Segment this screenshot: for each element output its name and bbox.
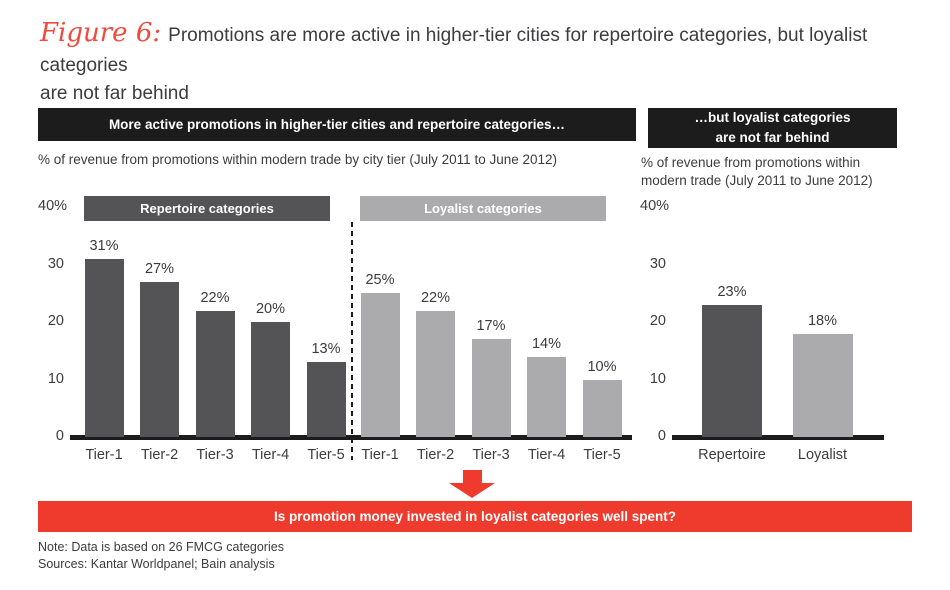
bar-tier-3 (471, 339, 511, 437)
bar-value-label: 17% (476, 318, 506, 335)
bar-repertoire (702, 304, 762, 437)
bar-tier-2 (416, 310, 455, 437)
figure-number-label: Figure 6: (40, 18, 162, 48)
y-axis-tick-label: 30 (47, 255, 64, 272)
x-axis-tick-label: Tier-5 (583, 447, 621, 463)
y-axis-tick-label: 40% (38, 198, 68, 214)
bar-value-label: 31% (89, 237, 119, 254)
loyalist-group-header: Loyalist categories (360, 196, 606, 221)
left-panel-header-text: More active promotions in higher-tier ci… (108, 116, 566, 132)
repertoire-group-header: Repertoire categories (84, 196, 330, 221)
bar-value-label: 22% (200, 289, 230, 306)
x-axis-tick-label: Tier-5 (307, 447, 345, 463)
x-axis-tick-label: Tier-4 (251, 447, 290, 463)
figure-title: Figure 6: Promotions are more active in h… (40, 18, 935, 107)
right-chart-x-axis-line (672, 435, 884, 440)
y-axis-tick-label: 0 (657, 428, 666, 444)
bar-tier-1 (84, 258, 124, 437)
bar-value-label: 13% (311, 341, 341, 358)
figure-title-line1: Promotions are more active in higher-tie… (40, 25, 868, 76)
down-arrow-icon (463, 470, 482, 484)
x-axis-tick-label: Tier-4 (527, 447, 566, 463)
y-axis-tick-label: 20 (47, 313, 64, 329)
left-chart-subtitle: % of revenue from promotions within mode… (38, 152, 558, 167)
figure-title-line2: are not far behind (40, 83, 189, 104)
left-bar-chart: Repertoire categories Loyalist categorie… (38, 196, 636, 468)
right-chart-subtitle-line2: modern trade (July 2011 to June 2012) (641, 172, 873, 188)
y-axis-tick-label: 0 (55, 428, 64, 444)
callout-banner: Is promotion money invested in loyalist … (38, 501, 912, 532)
x-axis-tick-label: Tier-3 (472, 447, 510, 463)
bar-value-label: 23% (717, 283, 747, 300)
bar-value-label: 14% (531, 335, 562, 352)
bar-tier-4 (527, 356, 566, 437)
x-axis-tick-label: Repertoire (698, 447, 766, 463)
bar-tier-5 (306, 362, 346, 437)
bar-tier-5 (582, 379, 622, 437)
bar-value-label: 22% (420, 289, 451, 306)
down-arrow-icon-head (449, 483, 495, 498)
right-panel-header-line2: are not far behind (715, 130, 830, 145)
bar-tier-1 (360, 293, 400, 437)
x-axis-tick-label: Tier-2 (140, 447, 179, 463)
x-axis-tick-label: Tier-1 (85, 447, 123, 463)
right-bar-chart: 0 10 20 30 40% 23% Repertoire 18% Loyalist (640, 196, 920, 468)
bar-tier-2 (140, 281, 179, 437)
y-axis-tick-label: 10 (649, 370, 666, 387)
y-axis-tick-label: 20 (649, 313, 666, 329)
repertoire-group-label: Repertoire categories (140, 201, 274, 216)
bar-tier-3 (195, 310, 235, 437)
footnotes: Note: Data is based on 26 FMCG categorie… (38, 539, 284, 573)
footnote-sources: Sources: Kantar Worldpanel; Bain analysi… (38, 556, 275, 571)
y-axis-tick-label: 30 (649, 255, 666, 272)
y-axis-tick-label: 40% (640, 198, 670, 214)
x-axis-tick-label: Tier-2 (416, 447, 455, 463)
left-panel-header-bar: More active promotions in higher-tier ci… (38, 108, 636, 141)
left-chart-x-axis-line (70, 435, 632, 440)
right-panel-header-bar: …but loyalist categories are not far beh… (648, 108, 897, 148)
bar-value-label: 20% (255, 301, 286, 317)
x-axis-tick-label: Tier-1 (361, 447, 399, 463)
bar-tier-4 (251, 322, 290, 437)
callout-text: Is promotion money invested in loyalist … (273, 509, 677, 524)
x-axis-tick-label: Tier-3 (196, 447, 234, 463)
footnote-note: Note: Data is based on 26 FMCG categorie… (38, 540, 284, 554)
group-separator-dashed-line (351, 222, 353, 460)
right-chart-subtitle: % of revenue from promotions within mode… (641, 154, 903, 189)
x-axis-tick-label: Loyalist (797, 447, 848, 463)
bar-value-label: 18% (807, 312, 838, 329)
bar-loyalist (792, 333, 853, 437)
y-axis-tick-label: 10 (47, 370, 64, 387)
loyalist-group-label: Loyalist categories (424, 201, 542, 216)
right-chart-subtitle-line1: % of revenue from promotions within (641, 155, 861, 170)
bar-value-label: 25% (365, 272, 395, 289)
right-panel-header-text: …but loyalist categories are not far beh… (694, 108, 850, 147)
right-panel-header-line1: …but loyalist categories (694, 110, 851, 126)
bar-value-label: 10% (587, 358, 617, 375)
bar-value-label: 27% (144, 260, 175, 277)
